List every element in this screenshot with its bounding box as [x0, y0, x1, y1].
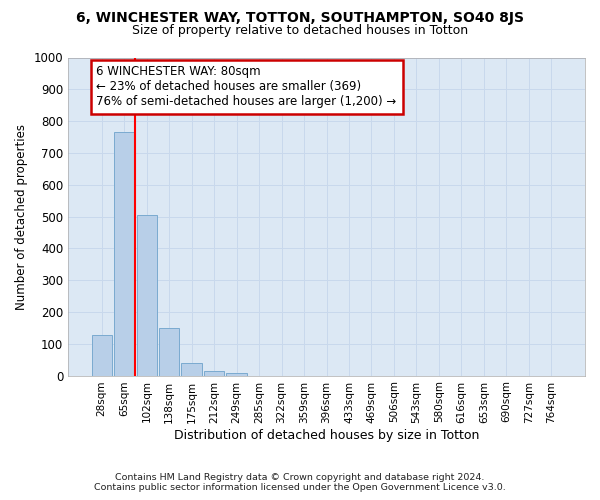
Bar — [159, 328, 179, 376]
Text: 6, WINCHESTER WAY, TOTTON, SOUTHAMPTON, SO40 8JS: 6, WINCHESTER WAY, TOTTON, SOUTHAMPTON, … — [76, 11, 524, 25]
Y-axis label: Number of detached properties: Number of detached properties — [15, 124, 28, 310]
Bar — [137, 215, 157, 376]
Text: 6 WINCHESTER WAY: 80sqm
← 23% of detached houses are smaller (369)
76% of semi-d: 6 WINCHESTER WAY: 80sqm ← 23% of detache… — [97, 66, 397, 108]
Bar — [226, 373, 247, 376]
Text: Contains HM Land Registry data © Crown copyright and database right 2024.
Contai: Contains HM Land Registry data © Crown c… — [94, 473, 506, 492]
Bar — [181, 364, 202, 376]
Bar — [92, 335, 112, 376]
Bar — [114, 132, 134, 376]
Bar — [204, 371, 224, 376]
Text: Size of property relative to detached houses in Totton: Size of property relative to detached ho… — [132, 24, 468, 37]
X-axis label: Distribution of detached houses by size in Totton: Distribution of detached houses by size … — [174, 430, 479, 442]
